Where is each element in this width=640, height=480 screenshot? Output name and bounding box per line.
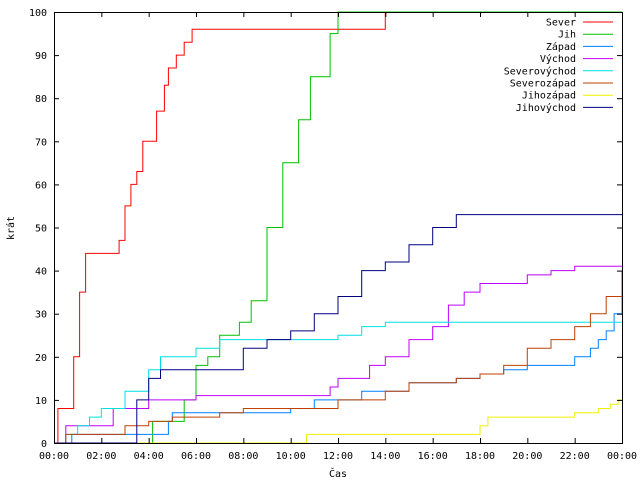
y-tick-label: 90 xyxy=(35,51,47,62)
x-tick-label: 00:00 xyxy=(39,451,69,462)
x-tick-label: 14:00 xyxy=(370,451,400,462)
y-tick-label: 40 xyxy=(35,267,47,278)
series-line-sever xyxy=(54,11,622,444)
x-tick-label: 08:00 xyxy=(228,451,258,462)
y-tick-label: 100 xyxy=(29,8,47,19)
series-line-severozápad xyxy=(54,270,623,444)
y-tick-label: 60 xyxy=(35,180,47,191)
legend-label: Jih xyxy=(558,30,576,41)
y-tick-label: 80 xyxy=(35,94,47,105)
x-tick-label: 06:00 xyxy=(181,451,211,462)
series-line-jihozápad xyxy=(54,399,622,444)
x-axis-title: Čas xyxy=(329,467,347,480)
y-tick-label: 50 xyxy=(35,224,47,235)
legend-label: Severovýchod xyxy=(504,65,576,77)
legend-label: Jihozápad xyxy=(522,90,576,102)
y-tick-label: 10 xyxy=(35,396,47,407)
legend-label: Sever xyxy=(546,18,576,29)
x-tick-label: 02:00 xyxy=(86,451,116,462)
x-tick-label: 18:00 xyxy=(465,451,495,462)
x-tick-label: 20:00 xyxy=(512,451,542,462)
legend-label: Západ xyxy=(546,41,576,53)
x-tick-label: 22:00 xyxy=(560,451,590,462)
y-axis-title: krát xyxy=(5,216,17,240)
legend: SeverJihZápadVýchodSeverovýchodSeverozáp… xyxy=(504,18,613,114)
y-tick-label: 70 xyxy=(35,137,47,148)
ticks-layer: 0 10 20 30 40 50 60 70 80 90 100 00:00 02:00 04:00 06:… xyxy=(29,8,637,462)
legend-label: Jihovýchod xyxy=(516,102,576,114)
x-tick-label: 04:00 xyxy=(134,451,164,462)
legend-label: Severozápad xyxy=(510,78,576,90)
x-tick-label: 10:00 xyxy=(276,451,306,462)
x-tick-label: 16:00 xyxy=(418,451,448,462)
series-line-východ xyxy=(54,265,622,444)
y-tick-label: 0 xyxy=(41,439,47,450)
legend-label: Východ xyxy=(540,53,576,65)
y-tick-label: 30 xyxy=(35,310,47,321)
x-tick-label: 00:00 xyxy=(607,451,637,462)
y-tick-label: 20 xyxy=(35,353,47,364)
series-line-severovýchod xyxy=(54,321,622,444)
x-tick-label: 12:00 xyxy=(323,451,353,462)
